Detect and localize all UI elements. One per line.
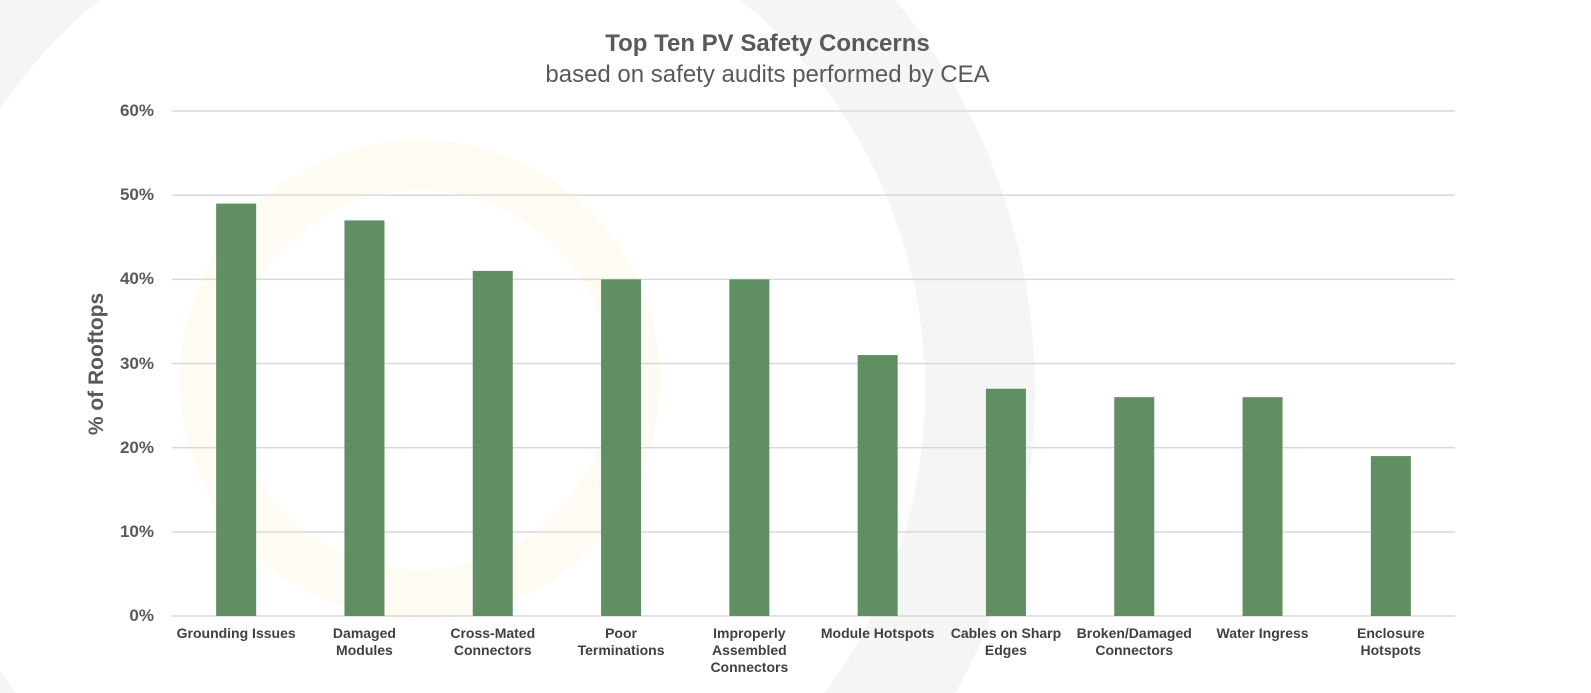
x-tick-label-line: Enclosure bbox=[1356, 625, 1425, 641]
x-tick-label: Water Ingress bbox=[1198, 625, 1328, 642]
y-tick-label: 10% bbox=[119, 521, 154, 541]
x-tick-label: Cross-Mated Connectors bbox=[428, 625, 558, 659]
bar-water-ingress bbox=[1242, 397, 1283, 616]
y-tick-label: 20% bbox=[119, 437, 154, 457]
x-tick-label: Broken/Damaged Connectors bbox=[1069, 625, 1199, 659]
x-tick-label: Improperly Assembled Connectors bbox=[684, 625, 814, 676]
x-tick-label-line: Improperly bbox=[713, 625, 786, 641]
bar-broken-damaged-connectors bbox=[1114, 397, 1155, 616]
x-tick-label-line: Cables on Sharp bbox=[950, 625, 1062, 641]
bar-cables-on-sharp-edges bbox=[985, 388, 1026, 616]
x-tick-label-line: Module Hotspots bbox=[820, 625, 935, 641]
x-tick-label: Enclosure Hotspots bbox=[1326, 625, 1456, 659]
x-tick-label-line: Connectors bbox=[1095, 642, 1174, 658]
x-tick-label-line: Water Ingress bbox=[1216, 625, 1309, 641]
x-tick-label-line: Damaged bbox=[332, 625, 396, 641]
x-tick-label-line: Cross-Mated bbox=[450, 625, 536, 641]
y-tick-label: 50% bbox=[119, 185, 154, 205]
bar-grounding-issues bbox=[216, 203, 257, 617]
y-tick-label: 0% bbox=[129, 606, 154, 625]
bar-damaged-modules bbox=[344, 220, 385, 616]
x-tick-label-line: Edges bbox=[984, 642, 1027, 658]
bar-improperly-assembled-connectors bbox=[729, 279, 770, 616]
bar-poor-terminations bbox=[601, 279, 642, 616]
x-tick-label: Cables on Sharp Edges bbox=[941, 625, 1071, 659]
bar-cross-mated-connectors bbox=[472, 270, 513, 616]
x-tick-label-line: Hotspots bbox=[1360, 642, 1422, 658]
bars bbox=[216, 203, 1411, 617]
y-tick-label: 40% bbox=[119, 269, 154, 289]
x-tick-label: Grounding Issues bbox=[171, 625, 301, 642]
x-tick-label-line: Modules bbox=[336, 642, 393, 658]
x-tick-label-line: Broken/Damaged bbox=[1076, 625, 1192, 641]
chart-title: Top Ten PV Safety Concerns bbox=[605, 30, 930, 57]
x-tick-label: Poor Terminations bbox=[556, 625, 686, 659]
bar-module-hotspots bbox=[857, 355, 898, 616]
gridlines bbox=[172, 110, 1455, 617]
x-tick-label: Damaged Modules bbox=[299, 625, 429, 659]
x-tick-label-line: Connectors bbox=[453, 642, 532, 658]
y-tick-label: 30% bbox=[119, 353, 154, 373]
decorative-ring-outer bbox=[0, 0, 1035, 693]
x-tick-label-line: Poor bbox=[605, 625, 637, 641]
y-tick-label: 60% bbox=[119, 101, 154, 120]
x-tick-label: Module Hotspots bbox=[813, 625, 943, 642]
x-tick-label-line: Assembled bbox=[711, 642, 787, 658]
chart-subtitle: based on safety audits performed by CEA bbox=[545, 61, 990, 88]
x-tick-label-line: Connectors bbox=[710, 659, 789, 675]
x-tick-label-line: Grounding Issues bbox=[176, 625, 296, 641]
bar-enclosure-hotspots bbox=[1370, 456, 1411, 616]
x-tick-label-line: Terminations bbox=[577, 642, 665, 658]
